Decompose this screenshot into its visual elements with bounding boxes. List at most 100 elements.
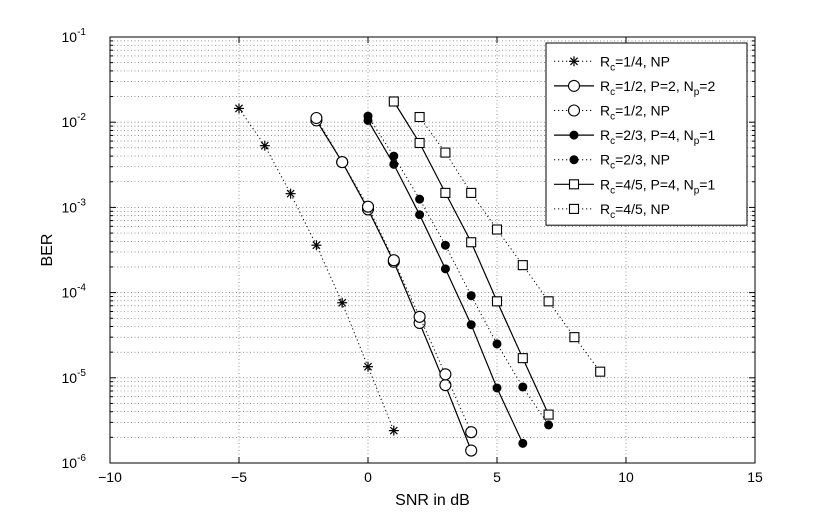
legend-label: Rc=4/5, NP — [600, 201, 670, 221]
data-point-rc45-p4 — [414, 137, 425, 149]
data-point-rc23-np — [466, 291, 476, 301]
series-rc23-np — [363, 111, 554, 430]
data-point-rc12-np — [361, 200, 375, 213]
legend-label-part: c — [610, 161, 615, 172]
legend-entry-rc45-np: Rc=4/5, NP — [554, 201, 670, 221]
legend-label-part: =1/2, P=2, N — [615, 78, 694, 94]
data-point-rc14-np — [337, 297, 348, 308]
legend-marker — [569, 56, 579, 67]
minor-grid — [110, 40, 755, 438]
y-tick-exponent: -6 — [77, 453, 86, 464]
legend-marker — [567, 79, 581, 92]
data-point-rc45-np — [491, 224, 503, 235]
legend-label-part: R — [600, 103, 610, 119]
legend-label: Rc=1/2, NP — [600, 103, 670, 123]
data-point-rc23-np — [544, 420, 554, 430]
legend-label-part: R — [600, 53, 610, 69]
data-point-rc23-p4 — [389, 159, 399, 169]
data-point-rc45-np — [543, 296, 554, 307]
legend-label-part: =1/2, NP — [615, 103, 670, 119]
data-point-rc45-np — [414, 111, 425, 123]
data-point-rc23-p4 — [415, 210, 425, 220]
data-point-rc23-np — [415, 194, 425, 204]
data-point-rc14-np — [363, 361, 373, 372]
data-point-rc12-np — [336, 156, 349, 169]
data-point-rc45-np — [440, 147, 451, 158]
data-point-rc45-p4 — [543, 409, 554, 420]
x-tick-label: 5 — [493, 469, 501, 485]
x-tick-label: 0 — [364, 469, 372, 485]
series-rc45-np — [414, 111, 606, 377]
data-point-rc45-np — [466, 187, 477, 198]
data-point-rc23-p4 — [466, 320, 476, 330]
legend-label-part: R — [600, 152, 610, 168]
legend-label: Rc=4/5, P=4, Np=1 — [600, 176, 715, 196]
legend-label-part: c — [610, 112, 615, 123]
legend-marker — [568, 203, 580, 214]
data-point-rc23-p4 — [492, 383, 502, 393]
legend-label-part: =4/5, NP — [615, 201, 670, 217]
legend-label-part: c — [610, 62, 615, 73]
legend-label: Rc=2/3, NP — [600, 152, 670, 172]
data-point-rc12-np — [310, 111, 323, 125]
series-layer — [234, 96, 606, 457]
data-point-rc14-np — [234, 103, 244, 114]
legend-entry-rc45-p4: Rc=4/5, P=4, Np=1 — [554, 176, 715, 196]
data-point-rc45-p4 — [517, 353, 528, 364]
y-tick-exponent: -1 — [77, 27, 86, 38]
legend-box — [545, 42, 748, 226]
data-point-rc23-np — [440, 240, 450, 250]
series-rc12-np — [310, 111, 478, 439]
legend-label-part: R — [600, 78, 610, 94]
legend-marker — [567, 104, 581, 117]
legend-entry-rc12-np: Rc=1/2, NP — [554, 103, 670, 123]
x-axis-label: SNR in dB — [395, 492, 470, 509]
legend-label-part: c — [610, 87, 615, 98]
legend-label-part: =1/4, NP — [615, 53, 670, 69]
legend-label-part: p — [694, 185, 700, 196]
legend-marker — [569, 130, 579, 140]
data-point-rc23-np — [363, 111, 373, 121]
data-point-rc45-p4 — [388, 96, 399, 107]
x-tick-label: −10 — [98, 469, 122, 485]
plot-frame — [109, 36, 756, 464]
y-axis-label: BER — [39, 234, 56, 267]
data-point-rc12-np — [465, 426, 478, 439]
data-point-rc12-p2 — [465, 444, 478, 457]
legend-label-part: p — [694, 136, 700, 147]
legend-label-part: R — [600, 201, 610, 217]
series-rc14-np — [234, 103, 399, 436]
data-point-rc45-p4 — [440, 187, 451, 198]
data-point-rc45-np — [517, 260, 528, 271]
legend-marker — [569, 155, 579, 165]
y-tick-exponent: -2 — [77, 112, 86, 123]
data-point-rc14-np — [285, 188, 296, 199]
series-rc45-p4 — [388, 96, 554, 420]
legend-label-part: R — [600, 127, 610, 143]
data-point-rc23-np — [389, 151, 399, 161]
data-point-rc12-p2 — [439, 379, 452, 392]
y-tick-exponent: -5 — [77, 368, 86, 379]
data-point-rc45-p4 — [491, 296, 503, 307]
data-point-rc23-np — [518, 382, 528, 392]
legend-label-part: =2/3, P=4, N — [615, 127, 694, 143]
data-point-rc12-np — [439, 368, 452, 381]
legend-label-part: c — [610, 136, 615, 147]
data-point-rc12-np — [413, 310, 426, 323]
legend-entry-rc23-p4: Rc=2/3, P=4, Np=1 — [554, 127, 715, 147]
legend-entry-rc23-np: Rc=2/3, NP — [554, 152, 670, 172]
data-point-rc45-np — [569, 332, 580, 343]
legend-label-part: c — [610, 210, 615, 221]
legend-label-part: =2/3, NP — [615, 152, 670, 168]
legend-label: Rc=2/3, P=4, Np=1 — [600, 127, 715, 147]
x-tick-label: −5 — [231, 469, 247, 485]
legend-label-part: =4/5, P=4, N — [615, 176, 694, 192]
data-point-rc45-np — [595, 366, 606, 377]
legend-marker — [568, 179, 580, 190]
data-point-rc12-np — [387, 254, 400, 267]
legend-label-part: c — [610, 185, 615, 196]
y-tick-exponent: -3 — [77, 197, 86, 208]
